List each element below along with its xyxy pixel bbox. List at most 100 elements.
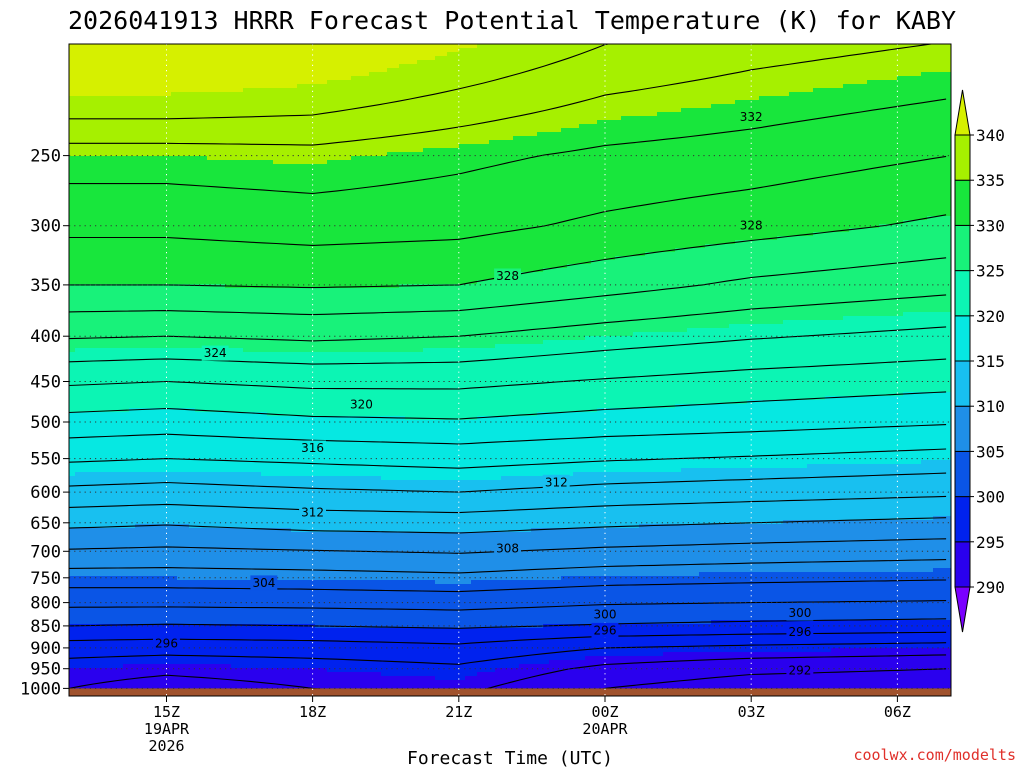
heatmap-cell <box>99 180 106 185</box>
heatmap-cell <box>201 92 208 97</box>
heatmap-cell <box>123 484 130 489</box>
heatmap-cell <box>219 572 226 577</box>
heatmap-cell <box>129 148 136 153</box>
heatmap-cell <box>207 492 214 497</box>
heatmap-cell <box>87 364 94 369</box>
heatmap-cell <box>117 112 124 117</box>
heatmap-cell <box>81 248 88 253</box>
heatmap-cell <box>111 520 118 525</box>
heatmap-cell <box>225 484 232 489</box>
heatmap-cell <box>177 216 184 221</box>
heatmap-cell <box>123 608 130 613</box>
heatmap-cell <box>231 684 238 689</box>
heatmap-cell <box>189 440 196 445</box>
heatmap-cell <box>159 676 166 681</box>
heatmap-cell <box>207 644 214 649</box>
heatmap-cell <box>75 84 82 89</box>
heatmap-cell <box>135 604 142 609</box>
heatmap-cell <box>147 48 154 53</box>
heatmap-cell <box>75 532 82 537</box>
heatmap-cell <box>105 212 112 217</box>
heatmap-cell <box>75 280 82 285</box>
heatmap-cell <box>171 264 178 269</box>
heatmap-cell <box>93 420 100 425</box>
heatmap-cell <box>225 280 232 285</box>
heatmap-cell <box>117 48 124 53</box>
heatmap-cell <box>171 108 178 113</box>
heatmap-cell <box>219 372 226 377</box>
heatmap-cell <box>177 212 184 217</box>
heatmap-cell <box>129 492 136 497</box>
heatmap-cell <box>249 376 256 381</box>
heatmap-cell <box>153 404 160 409</box>
heatmap-cell <box>93 672 100 677</box>
heatmap-cell <box>123 496 130 501</box>
heatmap-cell <box>213 440 220 445</box>
heatmap-cell <box>195 48 202 53</box>
heatmap-cell <box>177 328 184 333</box>
heatmap-cell <box>153 208 160 213</box>
heatmap-cell <box>171 656 178 661</box>
heatmap-cell <box>99 544 106 549</box>
heatmap-cell <box>231 204 238 209</box>
heatmap-cell <box>69 168 76 173</box>
heatmap-cell <box>117 412 124 417</box>
heatmap-cell <box>87 108 94 113</box>
heatmap-cell <box>69 524 76 529</box>
heatmap-cell <box>243 196 250 201</box>
heatmap-cell <box>87 428 94 433</box>
heatmap-cell <box>99 420 106 425</box>
heatmap-cell <box>99 376 106 381</box>
heatmap-cell <box>195 56 202 61</box>
heatmap-cell <box>177 316 184 321</box>
heatmap-cell <box>237 256 244 261</box>
heatmap-cell <box>225 224 232 229</box>
heatmap-cell <box>237 400 244 405</box>
heatmap-cell <box>117 456 124 461</box>
heatmap-cell <box>249 100 256 105</box>
heatmap-cell <box>153 664 160 669</box>
heatmap-cell <box>111 464 118 469</box>
heatmap-cell <box>129 192 136 197</box>
heatmap-cell <box>243 656 250 661</box>
heatmap-cell <box>69 396 76 401</box>
heatmap-cell <box>159 464 166 469</box>
heatmap-cell <box>75 548 82 553</box>
heatmap-cell <box>207 556 214 561</box>
heatmap-cell <box>81 284 88 289</box>
heatmap-cell <box>69 604 76 609</box>
heatmap-cell <box>87 168 94 173</box>
heatmap-cell <box>159 164 166 169</box>
heatmap-cell <box>201 604 208 609</box>
heatmap-cell <box>123 404 130 409</box>
heatmap-cell <box>195 252 202 257</box>
heatmap-cell <box>237 132 244 137</box>
heatmap-cell <box>129 668 136 673</box>
heatmap-cell <box>237 352 244 357</box>
heatmap-cell <box>231 652 238 657</box>
heatmap-cell <box>183 268 190 273</box>
chart-title: 2026041913 HRRR Forecast Potential Tempe… <box>68 6 956 35</box>
heatmap-cell <box>75 652 82 657</box>
heatmap-cell <box>189 424 196 429</box>
heatmap-cell <box>177 172 184 177</box>
heatmap-cell <box>117 320 124 325</box>
heatmap-cell <box>141 300 148 305</box>
heatmap-cell <box>165 684 172 689</box>
heatmap-cell <box>207 212 214 217</box>
heatmap-cell <box>201 380 208 385</box>
heatmap-cell <box>141 44 148 49</box>
heatmap-cell <box>69 76 76 81</box>
heatmap-cell <box>231 624 238 629</box>
heatmap-cell <box>111 684 118 689</box>
heatmap-cell <box>111 332 118 337</box>
heatmap-cell <box>249 408 256 413</box>
heatmap-cell <box>93 432 100 437</box>
heatmap-cell <box>243 548 250 553</box>
heatmap-cell <box>153 512 160 517</box>
heatmap-cell <box>141 684 148 689</box>
heatmap-cell <box>141 476 148 481</box>
heatmap-cell <box>69 52 76 57</box>
heatmap-cell <box>171 340 178 345</box>
heatmap-cell <box>105 220 112 225</box>
